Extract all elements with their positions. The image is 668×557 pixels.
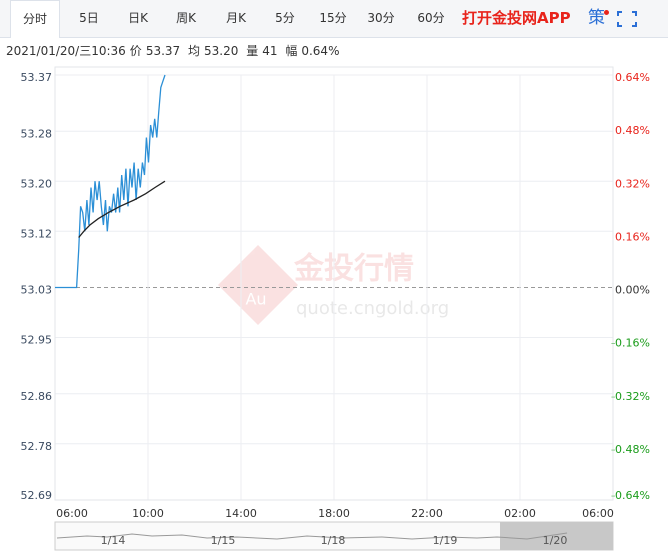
y-tick-label: 52.78 <box>21 440 53 453</box>
strategy-label[interactable]: 策 <box>588 8 605 28</box>
navigator-window <box>500 522 613 550</box>
tab[interactable]: 分时 <box>10 0 60 38</box>
price: 53.37 <box>145 44 181 58</box>
line <box>55 74 166 289</box>
tab[interactable]: 周K <box>176 11 196 25</box>
navigator-label: 1/14 <box>101 534 126 547</box>
y-tick-label: 53.03 <box>21 284 53 297</box>
range: 0.64% <box>301 44 340 58</box>
y2-tick-label: -0.48% <box>611 443 650 456</box>
y2-tick-label: 0.48% <box>615 124 650 137</box>
plot-border <box>54 66 614 501</box>
logo <box>218 245 298 325</box>
x-tick-label: 18:00 <box>318 507 350 520</box>
y-tick-label: 53.28 <box>21 127 53 140</box>
y2-tick-label: 0.64% <box>615 71 650 84</box>
y-tick-label: 52.86 <box>21 390 53 403</box>
avg: 53.20 <box>204 44 239 58</box>
watermark: Au 金投行情 quote.cngold.org <box>218 245 449 325</box>
tab[interactable]: 月K <box>226 11 246 25</box>
x-tick-label: 06:00 <box>582 507 614 520</box>
tab[interactable]: 30分 <box>367 11 395 25</box>
dot <box>604 10 609 15</box>
y2-tick-label: 0.00% <box>615 284 650 297</box>
label: 幅 <box>285 44 298 58</box>
y2-tick-label: 0.32% <box>615 177 650 190</box>
y-tick-label: 53.12 <box>21 227 53 240</box>
x-tick-label: 06:00 <box>56 507 88 520</box>
navigator-line <box>56 532 568 540</box>
toolbar: 分时 5日 日K 周K 月K 5分 15分 30分 60分 <box>0 0 668 38</box>
line <box>78 180 166 238</box>
y2-tick-label: 0.16% <box>615 230 650 243</box>
y2-tick-label: -0.64% <box>611 489 650 502</box>
tab[interactable]: 15分 <box>319 11 347 25</box>
x-tick-label: 14:00 <box>225 507 257 520</box>
x-tick-label: 02:00 <box>504 507 536 520</box>
tab[interactable]: 5日 <box>79 11 99 25</box>
y2-tick-label: -0.32% <box>611 390 650 403</box>
navigator-label: 1/18 <box>321 534 346 547</box>
label: 价 <box>129 44 142 58</box>
x-tick-label: 22:00 <box>411 507 443 520</box>
y-tick-label: 52.95 <box>21 334 53 347</box>
time: 2021/01/20/三10:36 <box>6 44 126 58</box>
tab[interactable]: 5分 <box>275 11 295 25</box>
watermark-url: quote.cngold.org <box>296 298 449 319</box>
y2-tick-label: -0.16% <box>611 337 650 350</box>
strategy-button[interactable]: 策 <box>588 0 609 37</box>
quote-info: 2021/01/20/三10:36 价 53.37 均 53.20 量 41 幅 0.64… <box>6 42 343 59</box>
watermark-badge: Au <box>245 290 266 309</box>
app-button[interactable]: 打开金投网APP <box>462 9 571 27</box>
y-tick-label: 53.37 <box>21 71 53 84</box>
y-tick-label: 53.20 <box>21 177 53 190</box>
navigator-label: 1/15 <box>211 534 236 547</box>
navigator-label: 1/19 <box>433 534 458 547</box>
navigator-label: 1/20 <box>543 534 568 547</box>
watermark-title: 金投行情 <box>293 252 414 287</box>
tab[interactable]: 日K <box>128 11 148 25</box>
y-tick-label: 52.69 <box>21 489 53 502</box>
x-tick-label: 10:00 <box>132 507 164 520</box>
volume: 41 <box>262 44 278 58</box>
label: 量 <box>246 44 259 58</box>
label: 均 <box>188 44 201 58</box>
tab[interactable]: 60分 <box>417 11 445 25</box>
